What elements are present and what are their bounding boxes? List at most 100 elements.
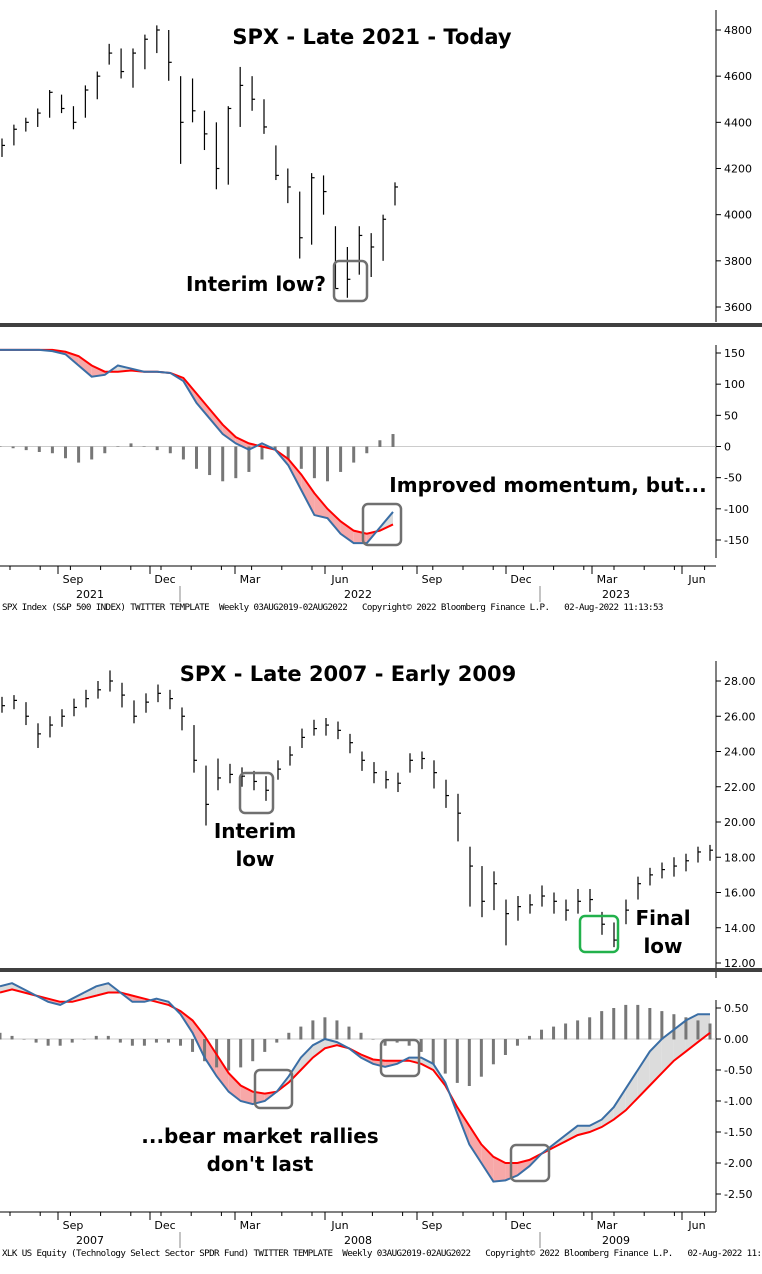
histogram-bar (179, 1039, 183, 1046)
y-tick-label: -2.00 (724, 1157, 752, 1170)
y-tick-label: 12.00 (724, 957, 756, 970)
spread-fill (469, 1125, 482, 1163)
x-year-label: 2021 (76, 588, 104, 601)
histogram-bar (383, 1039, 387, 1046)
histogram-bar (312, 446, 316, 479)
histogram-bar (612, 1008, 616, 1040)
spread-fill (649, 1039, 662, 1086)
annotation-final-low: Final (635, 906, 690, 930)
x-tick-label: Sep (63, 1219, 84, 1232)
spread-fill (673, 1020, 686, 1061)
histogram-bar (467, 1039, 471, 1086)
histogram-bar (347, 1026, 351, 1040)
histogram-bar (116, 446, 120, 447)
spread-fill (192, 1020, 205, 1058)
x-year-label: 2023 (602, 588, 630, 601)
x-year-label: 2022 (344, 588, 372, 601)
y-tick-label: 4800 (724, 24, 752, 37)
y-tick-label: 150 (724, 347, 745, 360)
histogram-bar (371, 1039, 375, 1040)
histogram-bar (129, 443, 133, 447)
y-tick-label: 26.00 (724, 710, 756, 723)
y-tick-label: 4000 (724, 209, 752, 222)
spread-fill (300, 1045, 313, 1070)
histogram-bar (352, 446, 356, 463)
histogram-bar (0, 1032, 2, 1040)
spread-fill (209, 409, 223, 435)
annotation-interim-low: Interim (214, 819, 296, 843)
spread-fill (565, 1125, 578, 1142)
histogram-bar (365, 446, 369, 454)
spread-fill (196, 393, 210, 419)
histogram-bar (58, 1039, 62, 1046)
histogram-bar (378, 440, 382, 447)
spread-fill (78, 356, 92, 377)
annotation-interim-low: low (235, 847, 274, 871)
annotation-final-low: low (643, 934, 682, 958)
histogram-bar (195, 446, 198, 469)
y-tick-label: 20.00 (724, 816, 756, 829)
histogram-bar (142, 446, 146, 447)
y-tick-label: 3600 (724, 301, 752, 314)
histogram-bar (326, 446, 329, 482)
histogram-bar (260, 446, 264, 460)
y-tick-label: 16.00 (724, 887, 756, 900)
histogram-bar (515, 1039, 519, 1046)
histogram-bar (50, 446, 54, 454)
annotation-box (238, 771, 275, 815)
y-tick-label: -150 (724, 534, 749, 547)
histogram-bar (130, 1039, 134, 1046)
histogram-bar (455, 1039, 459, 1083)
y-tick-label: 24.00 (724, 746, 756, 759)
x-tick-label: Jun (330, 1219, 348, 1232)
spread-fill (222, 424, 236, 444)
histogram-bar (299, 446, 303, 469)
y-tick-label: 14.00 (724, 922, 756, 935)
y-tick-label: -1.00 (724, 1095, 752, 1108)
spread-fill (601, 1107, 614, 1128)
histogram-bar (359, 1032, 363, 1040)
histogram-bar (90, 446, 94, 460)
histogram-bar (600, 1011, 604, 1040)
histogram-bar (636, 1004, 640, 1040)
y-tick-label: 0.50 (724, 1002, 749, 1015)
histogram-bar (624, 1004, 628, 1040)
histogram-bar (227, 1039, 231, 1071)
histogram-bar (142, 1039, 146, 1046)
y-tick-label: 22.00 (724, 781, 756, 794)
histogram-bar (672, 1014, 676, 1040)
histogram-bar (696, 1020, 700, 1040)
x-year-label: 2009 (602, 1234, 630, 1247)
y-tick-label: 4400 (724, 116, 752, 129)
spread-fill (104, 365, 118, 375)
histogram-bar (503, 1039, 507, 1055)
histogram-bar (275, 1039, 279, 1043)
spread-fill (324, 1039, 337, 1049)
spread-fill (481, 1144, 494, 1182)
histogram-bar (299, 1026, 303, 1040)
histogram-bar (10, 1035, 14, 1040)
spread-fill (517, 1159, 530, 1176)
y-tick-label: 100 (724, 378, 745, 391)
histogram-bar (181, 446, 185, 460)
histogram-bar (191, 1039, 195, 1052)
histogram-bar (103, 446, 107, 454)
histogram-bar (77, 446, 81, 463)
histogram-bar (684, 1017, 688, 1040)
histogram-bar (221, 446, 225, 482)
histogram-bar (660, 1011, 664, 1040)
histogram-bar (155, 446, 159, 451)
histogram-bar (24, 446, 28, 451)
y-tick-label: -100 (724, 503, 749, 516)
annotation-box (253, 1068, 294, 1110)
x-tick-label: Mar (240, 1219, 261, 1232)
red-line (0, 348, 394, 535)
y-tick-label: 3800 (724, 255, 752, 268)
histogram-bar (263, 1039, 267, 1052)
histogram-bar (94, 1035, 98, 1040)
histogram-bar (339, 446, 343, 472)
histogram-bar (208, 446, 212, 476)
y-tick-label: -1.50 (724, 1126, 752, 1139)
y-tick-label: 0 (724, 441, 731, 454)
histogram-bar (564, 1023, 568, 1040)
